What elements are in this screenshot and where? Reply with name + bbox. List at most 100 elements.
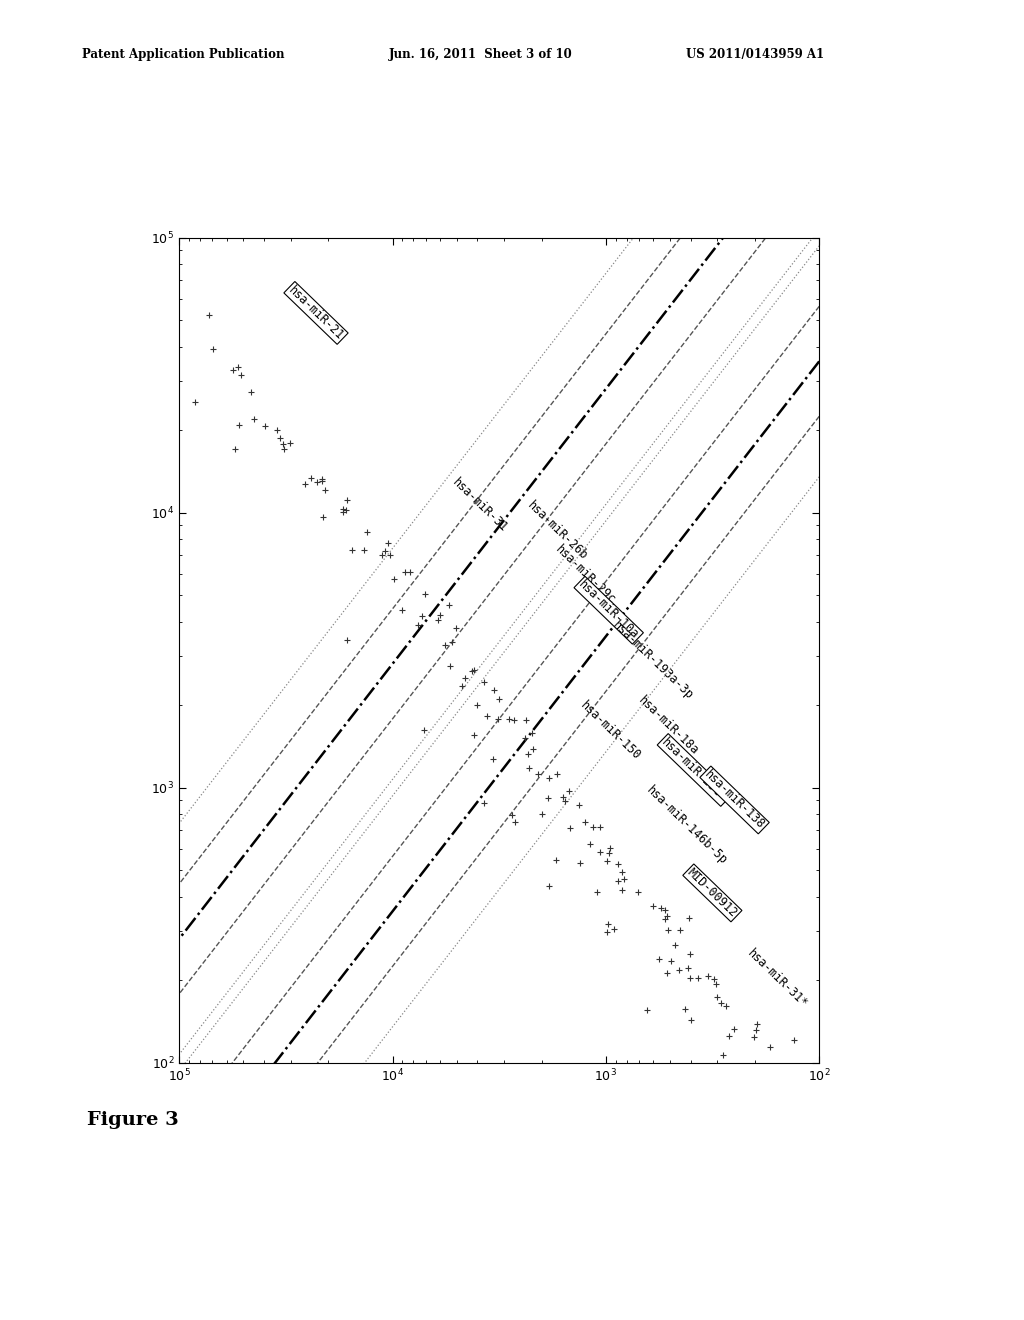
Point bbox=[762, 1036, 778, 1057]
Text: hsa-miR-150: hsa-miR-150 bbox=[579, 700, 643, 763]
Point bbox=[374, 544, 390, 565]
Point bbox=[585, 816, 601, 837]
Point bbox=[506, 710, 522, 731]
Point bbox=[335, 499, 351, 520]
Point bbox=[667, 935, 683, 956]
Text: hsa-miR-29c: hsa-miR-29c bbox=[553, 543, 617, 606]
Point bbox=[548, 849, 564, 870]
Point bbox=[205, 338, 221, 359]
Point bbox=[377, 540, 393, 561]
Point bbox=[466, 725, 482, 746]
Point bbox=[658, 962, 675, 983]
Point bbox=[541, 875, 557, 896]
Point bbox=[671, 960, 687, 981]
Point bbox=[394, 599, 411, 620]
Point bbox=[592, 841, 608, 862]
Point bbox=[313, 469, 330, 490]
Point bbox=[659, 920, 676, 941]
Point bbox=[417, 583, 433, 605]
Point bbox=[314, 507, 331, 528]
Point bbox=[615, 869, 632, 890]
Text: hsa-miR-31: hsa-miR-31 bbox=[451, 477, 510, 535]
Point bbox=[571, 853, 588, 874]
Point bbox=[690, 968, 707, 989]
Text: hsa-miR-21: hsa-miR-21 bbox=[286, 284, 346, 342]
Text: hsa-miR-146b-5p: hsa-miR-146b-5p bbox=[644, 784, 730, 867]
Point bbox=[583, 834, 599, 855]
Point bbox=[521, 758, 538, 779]
Point bbox=[475, 792, 492, 813]
Point bbox=[560, 780, 577, 801]
Point bbox=[555, 787, 571, 808]
Point bbox=[308, 471, 325, 492]
Point bbox=[335, 502, 351, 523]
Point bbox=[683, 1010, 699, 1031]
Text: MID-00912: MID-00912 bbox=[685, 866, 740, 920]
Point bbox=[577, 812, 593, 833]
Text: Patent Application Publication: Patent Application Publication bbox=[82, 48, 285, 61]
Point bbox=[229, 356, 246, 378]
Point bbox=[355, 540, 372, 561]
Point bbox=[447, 616, 464, 638]
Point bbox=[517, 710, 534, 731]
Point bbox=[440, 595, 457, 616]
Point bbox=[524, 723, 541, 744]
Text: Figure 3: Figure 3 bbox=[87, 1110, 179, 1129]
Point bbox=[672, 920, 688, 941]
Point bbox=[749, 1014, 765, 1035]
Point bbox=[715, 1044, 731, 1065]
Point bbox=[338, 499, 354, 520]
Point bbox=[469, 694, 485, 715]
Point bbox=[525, 738, 542, 759]
Point bbox=[658, 906, 675, 927]
Point bbox=[709, 987, 725, 1008]
Point bbox=[610, 854, 627, 875]
Point bbox=[313, 471, 330, 492]
Point bbox=[397, 562, 414, 583]
Point bbox=[358, 521, 375, 543]
Point bbox=[443, 632, 460, 653]
Point bbox=[401, 562, 418, 583]
Point bbox=[682, 968, 698, 989]
Point bbox=[708, 973, 724, 994]
Point bbox=[275, 438, 292, 459]
Point bbox=[557, 791, 573, 812]
Point bbox=[589, 882, 605, 903]
Point bbox=[721, 1026, 737, 1047]
Text: hsa-miR-26b: hsa-miR-26b bbox=[524, 499, 590, 562]
Point bbox=[417, 719, 433, 741]
Point bbox=[269, 420, 286, 441]
Point bbox=[297, 474, 313, 495]
Point bbox=[517, 727, 534, 748]
Point bbox=[382, 544, 398, 565]
Point bbox=[725, 1018, 741, 1039]
Text: US 2011/0143959 A1: US 2011/0143959 A1 bbox=[686, 48, 824, 61]
Point bbox=[437, 635, 454, 656]
Point bbox=[718, 995, 734, 1016]
Point bbox=[540, 788, 556, 809]
Point bbox=[344, 540, 360, 561]
Point bbox=[227, 438, 244, 459]
Text: hsa-miR-18a: hsa-miR-18a bbox=[636, 694, 701, 758]
Point bbox=[441, 655, 458, 676]
Point bbox=[484, 748, 501, 770]
Point bbox=[430, 610, 446, 631]
Point bbox=[706, 969, 722, 990]
Point bbox=[201, 305, 217, 326]
Point bbox=[380, 532, 396, 553]
Point bbox=[489, 709, 506, 730]
Point bbox=[601, 838, 617, 859]
Point bbox=[682, 942, 698, 964]
Point bbox=[316, 479, 333, 500]
Point bbox=[492, 689, 508, 710]
Point bbox=[432, 605, 449, 626]
Text: Jun. 16, 2011  Sheet 3 of 10: Jun. 16, 2011 Sheet 3 of 10 bbox=[389, 48, 572, 61]
Point bbox=[246, 408, 262, 429]
Point bbox=[519, 743, 536, 764]
Point bbox=[549, 763, 565, 784]
Point bbox=[272, 428, 289, 449]
Point bbox=[614, 862, 631, 883]
Point bbox=[610, 870, 627, 891]
Text: hsa-miR-31*: hsa-miR-31* bbox=[744, 946, 810, 1011]
Point bbox=[339, 630, 355, 651]
